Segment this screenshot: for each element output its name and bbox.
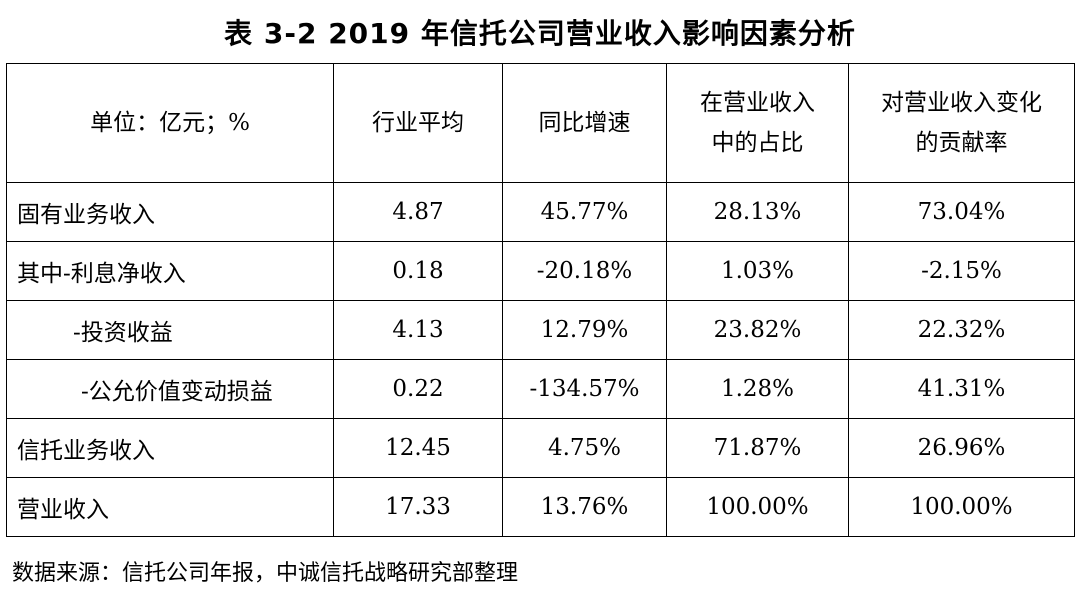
row-label: -公允价值变动损益 xyxy=(6,359,334,419)
header-contribution-rate: 对营业收入变化 的贡献率 xyxy=(848,63,1075,183)
cell-revenue-share: 1.28% xyxy=(666,359,849,419)
cell-yoy-growth: 12.79% xyxy=(502,300,667,360)
cell-contribution-rate: 22.32% xyxy=(848,300,1075,360)
cell-contribution-rate: 41.31% xyxy=(848,359,1075,419)
header-revenue-share-line2: 中的占比 xyxy=(711,130,804,156)
row-label: 固有业务收入 xyxy=(6,182,334,242)
cell-yoy-growth: 45.77% xyxy=(502,182,667,242)
cell-industry-average: 0.22 xyxy=(333,359,503,419)
cell-contribution-rate: -2.15% xyxy=(848,241,1075,301)
table-row: -投资收益 4.13 12.79% 23.82% 22.32% xyxy=(6,300,1075,360)
header-contribution-rate-line1: 对营业收入变化 xyxy=(881,90,1042,116)
cell-industry-average: 12.45 xyxy=(333,418,503,478)
cell-yoy-growth: -20.18% xyxy=(502,241,667,301)
cell-revenue-share: 100.00% xyxy=(666,477,849,537)
header-contribution-rate-line2: 的贡献率 xyxy=(915,130,1008,156)
cell-contribution-rate: 73.04% xyxy=(848,182,1075,242)
header-revenue-share-line1: 在营业收入 xyxy=(700,90,815,116)
cell-industry-average: 4.13 xyxy=(333,300,503,360)
header-revenue-share: 在营业收入 中的占比 xyxy=(666,63,849,183)
header-unit-label: 单位：亿元；% xyxy=(90,110,250,136)
table-header-row: 单位：亿元；% 行业平均 同比增速 在营业收入 中的占比 对营业收入变化 的贡献… xyxy=(6,63,1075,183)
cell-industry-average: 0.18 xyxy=(333,241,503,301)
header-unit: 单位：亿元；% xyxy=(6,63,334,183)
cell-industry-average: 17.33 xyxy=(333,477,503,537)
cell-revenue-share: 28.13% xyxy=(666,182,849,242)
row-label: 其中-利息净收入 xyxy=(6,241,334,301)
cell-contribution-rate: 100.00% xyxy=(848,477,1075,537)
cell-yoy-growth: 4.75% xyxy=(502,418,667,478)
table-row: 其中-利息净收入 0.18 -20.18% 1.03% -2.15% xyxy=(6,241,1075,301)
header-yoy-growth: 同比增速 xyxy=(502,63,667,183)
row-label: 营业收入 xyxy=(6,477,334,537)
table-row: -公允价值变动损益 0.22 -134.57% 1.28% 41.31% xyxy=(6,359,1075,419)
row-label: -投资收益 xyxy=(6,300,334,360)
cell-industry-average: 4.87 xyxy=(333,182,503,242)
data-source-note: 数据来源：信托公司年报，中诚信托战略研究部整理 xyxy=(12,561,519,586)
header-yoy-growth-label: 同比增速 xyxy=(538,110,631,136)
table-row: 营业收入 17.33 13.76% 100.00% 100.00% xyxy=(6,477,1075,537)
table-title: 表 3-2 2019 年信托公司营业收入影响因素分析 xyxy=(224,17,856,50)
cell-yoy-growth: 13.76% xyxy=(502,477,667,537)
cell-yoy-growth: -134.57% xyxy=(502,359,667,419)
cell-revenue-share: 1.03% xyxy=(666,241,849,301)
cell-contribution-rate: 26.96% xyxy=(848,418,1075,478)
row-label: 信托业务收入 xyxy=(6,418,334,478)
table-row: 信托业务收入 12.45 4.75% 71.87% 26.96% xyxy=(6,418,1075,478)
cell-revenue-share: 71.87% xyxy=(666,418,849,478)
header-industry-average: 行业平均 xyxy=(333,63,503,183)
cell-revenue-share: 23.82% xyxy=(666,300,849,360)
header-industry-average-label: 行业平均 xyxy=(372,110,464,136)
data-table: 单位：亿元；% 行业平均 同比增速 在营业收入 中的占比 对营业收入变化 的贡献… xyxy=(6,63,1075,537)
table-row: 固有业务收入 4.87 45.77% 28.13% 73.04% xyxy=(6,182,1075,242)
